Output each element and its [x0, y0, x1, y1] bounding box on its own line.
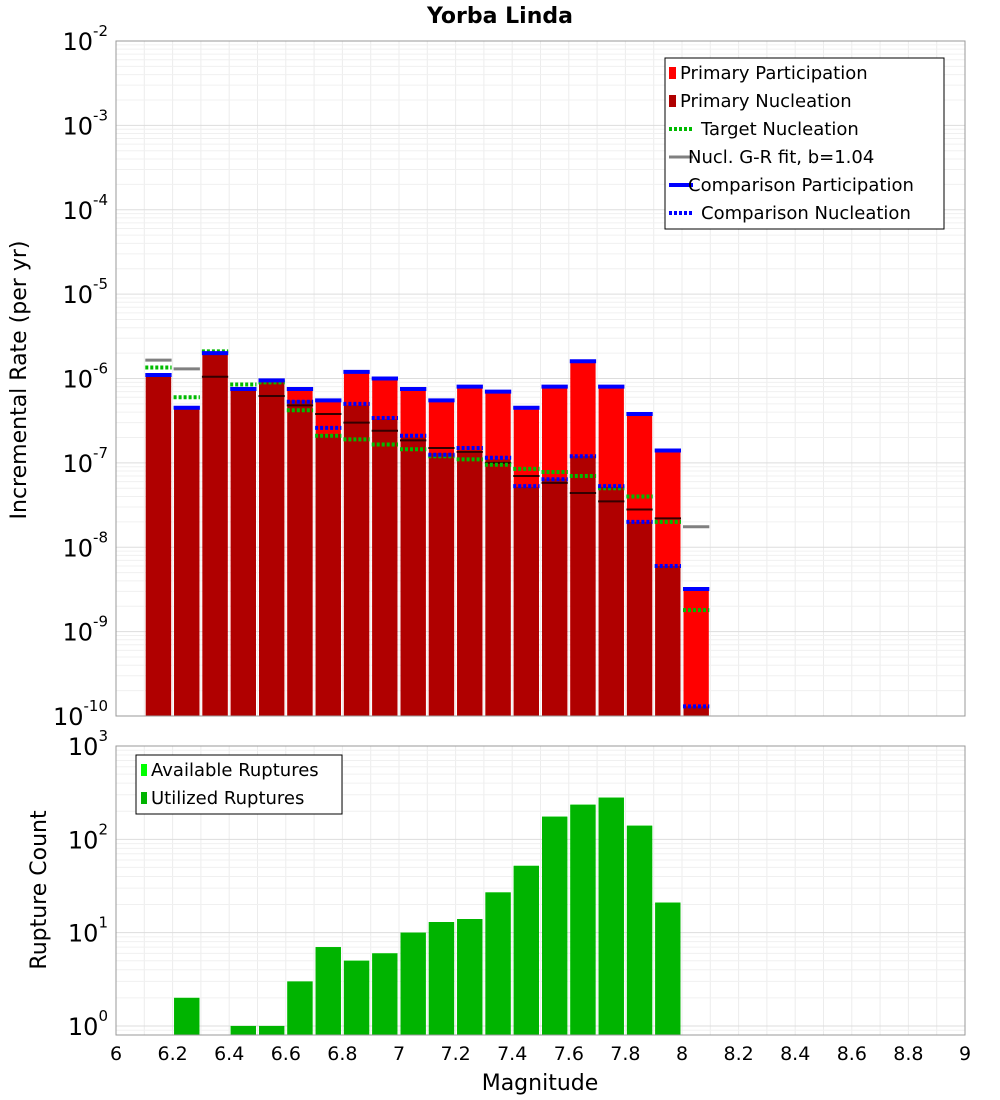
top-plot-border: [115, 40, 966, 717]
nucleation-bar: [202, 353, 228, 716]
utilized-bar: [570, 804, 596, 1035]
utilized-bar: [485, 892, 511, 1035]
y-tick-label: 10-10: [53, 697, 108, 731]
nucleation-bar: [315, 433, 341, 716]
x-tick-label: 8.6: [837, 1043, 867, 1065]
utilized-bar: [400, 932, 426, 1035]
bottom-plot-border: [115, 745, 966, 1036]
x-tick-label: 6.8: [327, 1043, 357, 1065]
y-tick-label: 100: [68, 1007, 108, 1041]
y-tick-label: 10-4: [62, 191, 108, 225]
legend-swatch: [141, 792, 147, 804]
x-tick-label: 7.2: [440, 1043, 470, 1065]
x-tick-label: 9: [959, 1043, 971, 1065]
top-grid: [115, 40, 966, 717]
nucleation-bar: [542, 478, 568, 716]
y-tick-label: 103: [68, 727, 108, 761]
utilized-bar: [428, 922, 455, 1035]
top-y-ticks: 10-10 10-9 10-8 10-7 10-6 10-5 10-4 10-3 10-2: [53, 22, 108, 731]
nucleation-bar: [145, 375, 172, 716]
nucleation-bar: [570, 456, 596, 716]
utilized-bar: [457, 919, 483, 1035]
bottom-y-ticks: 100 101 102 103: [68, 727, 108, 1041]
y-tick-label: 10-8: [62, 528, 108, 562]
bottom-bars: [174, 797, 681, 1035]
utilized-bar: [513, 865, 539, 1035]
nucleation-bar: [230, 389, 256, 716]
x-axis-title: Magnitude: [482, 1071, 599, 1096]
chart-title: Yorba Linda: [426, 4, 573, 29]
legend-label: Utilized Ruptures: [151, 788, 304, 809]
utilized-bar: [230, 1025, 256, 1035]
legend-label: Target Nucleation: [700, 119, 859, 140]
nucleation-bar: [683, 706, 709, 716]
utilized-bar: [655, 902, 681, 1035]
utilized-bar: [626, 825, 653, 1035]
legend-label: Available Ruptures: [151, 760, 319, 781]
nucleation-bar: [655, 565, 681, 716]
top-panel: 10-10 10-9 10-8 10-7 10-6 10-5 10-4 10-3 10-2 In…: [7, 22, 966, 731]
utilized-bar: [259, 1025, 285, 1035]
nucleation-bar: [259, 380, 285, 716]
legend-label: Nucl. G-R fit, b=1.04: [688, 147, 874, 168]
nucleation-bar: [174, 407, 200, 716]
utilized-bar: [542, 816, 568, 1035]
bottom-legend: Available Ruptures Utilized Ruptures: [135, 754, 343, 815]
x-tick-label: 7: [393, 1043, 405, 1065]
utilized-bar: [372, 953, 398, 1035]
legend-label: Primary Participation: [680, 63, 868, 84]
utilized-bar: [315, 947, 341, 1035]
nucleation-bar: [400, 437, 426, 716]
top-legend: Primary Participation Primary Nucleation T…: [664, 57, 945, 230]
x-tick-label: 8: [676, 1043, 688, 1065]
x-tick-label: 6: [110, 1043, 122, 1065]
utilized-bar: [287, 981, 313, 1035]
x-tick-label: 7.8: [610, 1043, 640, 1065]
y-tick-label: 10-7: [62, 444, 108, 478]
legend-swatch: [669, 67, 676, 79]
legend-label: Primary Nucleation: [680, 91, 852, 112]
x-tick-label: 7.6: [554, 1043, 584, 1065]
y-tick-label: 10-5: [62, 275, 108, 309]
bottom-y-axis-title: Rupture Count: [27, 810, 52, 970]
y-tick-label: 10-3: [62, 106, 108, 140]
utilized-bar: [343, 960, 370, 1035]
x-tick-label: 8.4: [780, 1043, 810, 1065]
nucleation-bar: [626, 521, 653, 716]
bottom-panel: 100 101 102 103 6 6.2 6.4 6.6 6.8 7 7.2 7.4 7.6 7.8 8…: [27, 727, 971, 1096]
nucleation-bar: [598, 486, 624, 716]
nucleation-bar: [343, 405, 370, 716]
x-tick-label: 6.6: [271, 1043, 301, 1065]
legend-label: Comparison Nucleation: [701, 203, 911, 224]
x-tick-label: 8.8: [893, 1043, 923, 1065]
y-tick-label: 10-2: [62, 22, 108, 56]
x-tick-label: 7.4: [497, 1043, 527, 1065]
x-tick-label: 6.2: [157, 1043, 187, 1065]
nucleation-bar: [428, 453, 455, 716]
participation-bar: [683, 589, 709, 716]
utilized-bar: [598, 797, 624, 1035]
nucleation-bar: [287, 400, 313, 716]
nucleation-bar: [457, 450, 483, 716]
legend-box: [135, 754, 343, 815]
legend-swatch: [669, 95, 676, 107]
y-tick-label: 102: [68, 820, 108, 854]
y-tick-label: 10-9: [62, 613, 108, 647]
nucleation-bar: [372, 419, 398, 716]
x-ticks: 6 6.2 6.4 6.6 6.8 7 7.2 7.4 7.6 7.8 8 8.2 8.4 8.6 8.8 9: [110, 1043, 971, 1065]
legend-label: Comparison Participation: [688, 175, 914, 196]
utilized-bar: [174, 997, 200, 1035]
top-y-axis-title: Incremental Rate (per yr): [7, 241, 32, 520]
top-bars: [145, 353, 709, 716]
y-tick-label: 10-6: [62, 360, 108, 394]
nucleation-bar: [513, 486, 539, 716]
x-tick-label: 8.2: [723, 1043, 753, 1065]
y-tick-label: 101: [68, 914, 108, 948]
legend-swatch: [141, 764, 147, 776]
top-lines: [145, 349, 710, 709]
legend-box: [664, 57, 945, 230]
x-tick-label: 6.4: [214, 1043, 244, 1065]
nucleation-bar: [485, 459, 511, 716]
